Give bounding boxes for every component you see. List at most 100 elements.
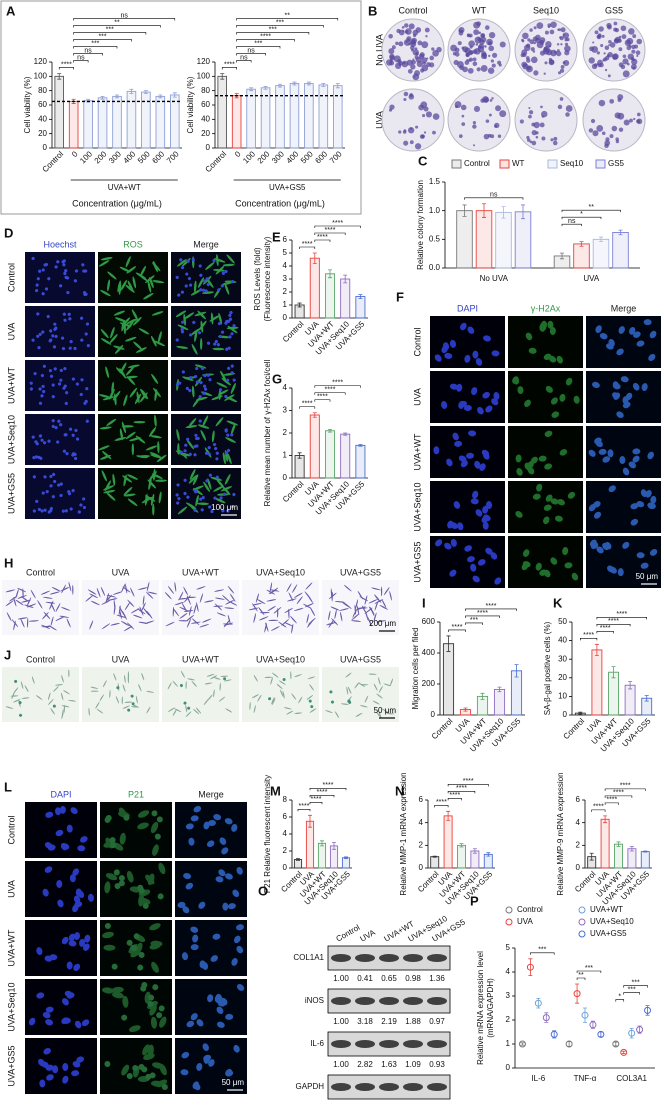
cell <box>69 340 73 344</box>
cell <box>61 584 66 594</box>
band <box>355 1040 375 1048</box>
cell <box>340 703 349 705</box>
cell <box>133 341 143 350</box>
cell <box>298 696 303 704</box>
colony <box>484 25 490 30</box>
cell <box>204 451 209 455</box>
bar <box>246 88 256 149</box>
cell <box>460 322 467 331</box>
cell <box>105 873 118 881</box>
cell <box>51 395 55 399</box>
legend-marker <box>499 159 510 169</box>
cell <box>151 473 163 480</box>
cell <box>286 710 294 715</box>
cell <box>68 669 70 678</box>
cell <box>184 284 188 288</box>
cell <box>203 698 209 706</box>
cell <box>223 679 232 682</box>
error-bar <box>463 707 468 712</box>
colony <box>588 128 594 133</box>
cell <box>146 690 155 693</box>
y-tick-label: 4 <box>419 818 424 827</box>
cell <box>195 707 202 714</box>
cell <box>222 595 230 602</box>
colony <box>607 74 611 78</box>
x-tick-label: 0 <box>233 149 243 159</box>
micrograph <box>98 252 168 303</box>
cell <box>189 375 193 380</box>
colony <box>468 50 473 56</box>
colony <box>613 27 618 32</box>
significance-label: **** <box>583 632 594 639</box>
cell <box>545 494 553 502</box>
significance-label: **** <box>302 241 313 248</box>
cell <box>36 947 43 956</box>
cell <box>490 552 498 560</box>
cell <box>482 521 489 530</box>
cell <box>205 479 209 483</box>
cell <box>119 428 124 441</box>
cell <box>186 595 191 605</box>
cell <box>138 897 151 905</box>
colony <box>539 37 546 43</box>
cell <box>222 263 235 267</box>
error-bar <box>528 958 533 976</box>
cell <box>112 473 116 486</box>
cell <box>325 710 333 714</box>
colony <box>628 28 635 35</box>
y-tick-label: 6 <box>576 795 581 804</box>
cell <box>111 963 118 970</box>
cell <box>213 689 215 698</box>
cell <box>197 277 205 288</box>
cell <box>193 1082 201 1091</box>
cell <box>346 686 349 695</box>
cell <box>175 383 180 387</box>
cell <box>157 331 162 343</box>
cell <box>202 415 209 427</box>
error-bar <box>100 96 105 100</box>
colony <box>636 112 641 117</box>
colony <box>472 57 477 62</box>
error-bar <box>332 842 336 850</box>
significance-bracket <box>314 392 346 395</box>
cell <box>147 1001 154 1008</box>
cell <box>190 1013 198 1021</box>
cell <box>175 338 179 342</box>
cell <box>45 490 49 494</box>
cell <box>485 405 493 413</box>
band <box>355 997 375 1005</box>
x-axis-label: Concentration (μg/mL) <box>235 198 325 208</box>
cell <box>157 893 164 900</box>
cell <box>216 612 227 617</box>
significance-label: **** <box>620 783 631 790</box>
cell <box>137 810 150 818</box>
significance-label: *** <box>538 947 546 954</box>
cell <box>142 595 145 606</box>
cell <box>530 456 538 464</box>
cell <box>588 449 596 457</box>
cell <box>595 325 602 333</box>
cell <box>593 511 602 519</box>
cell <box>90 686 99 689</box>
cell <box>629 327 636 335</box>
cell <box>138 273 148 282</box>
panel-letter: C <box>418 153 428 168</box>
cell <box>649 330 657 339</box>
colony <box>412 58 415 61</box>
cell <box>304 603 314 608</box>
colony <box>494 124 498 128</box>
cell <box>220 330 225 334</box>
significance-label: **** <box>593 804 604 811</box>
cell <box>152 984 159 991</box>
colony <box>415 51 419 56</box>
y-tick-label: 5 <box>506 943 511 952</box>
band-intensity: 2.19 <box>381 1017 397 1026</box>
colony <box>620 25 627 32</box>
cell <box>74 269 79 273</box>
bar <box>112 95 122 149</box>
cell <box>148 478 152 490</box>
bar <box>514 211 532 269</box>
cell <box>26 603 37 608</box>
cell <box>18 701 22 705</box>
cell <box>107 279 111 292</box>
